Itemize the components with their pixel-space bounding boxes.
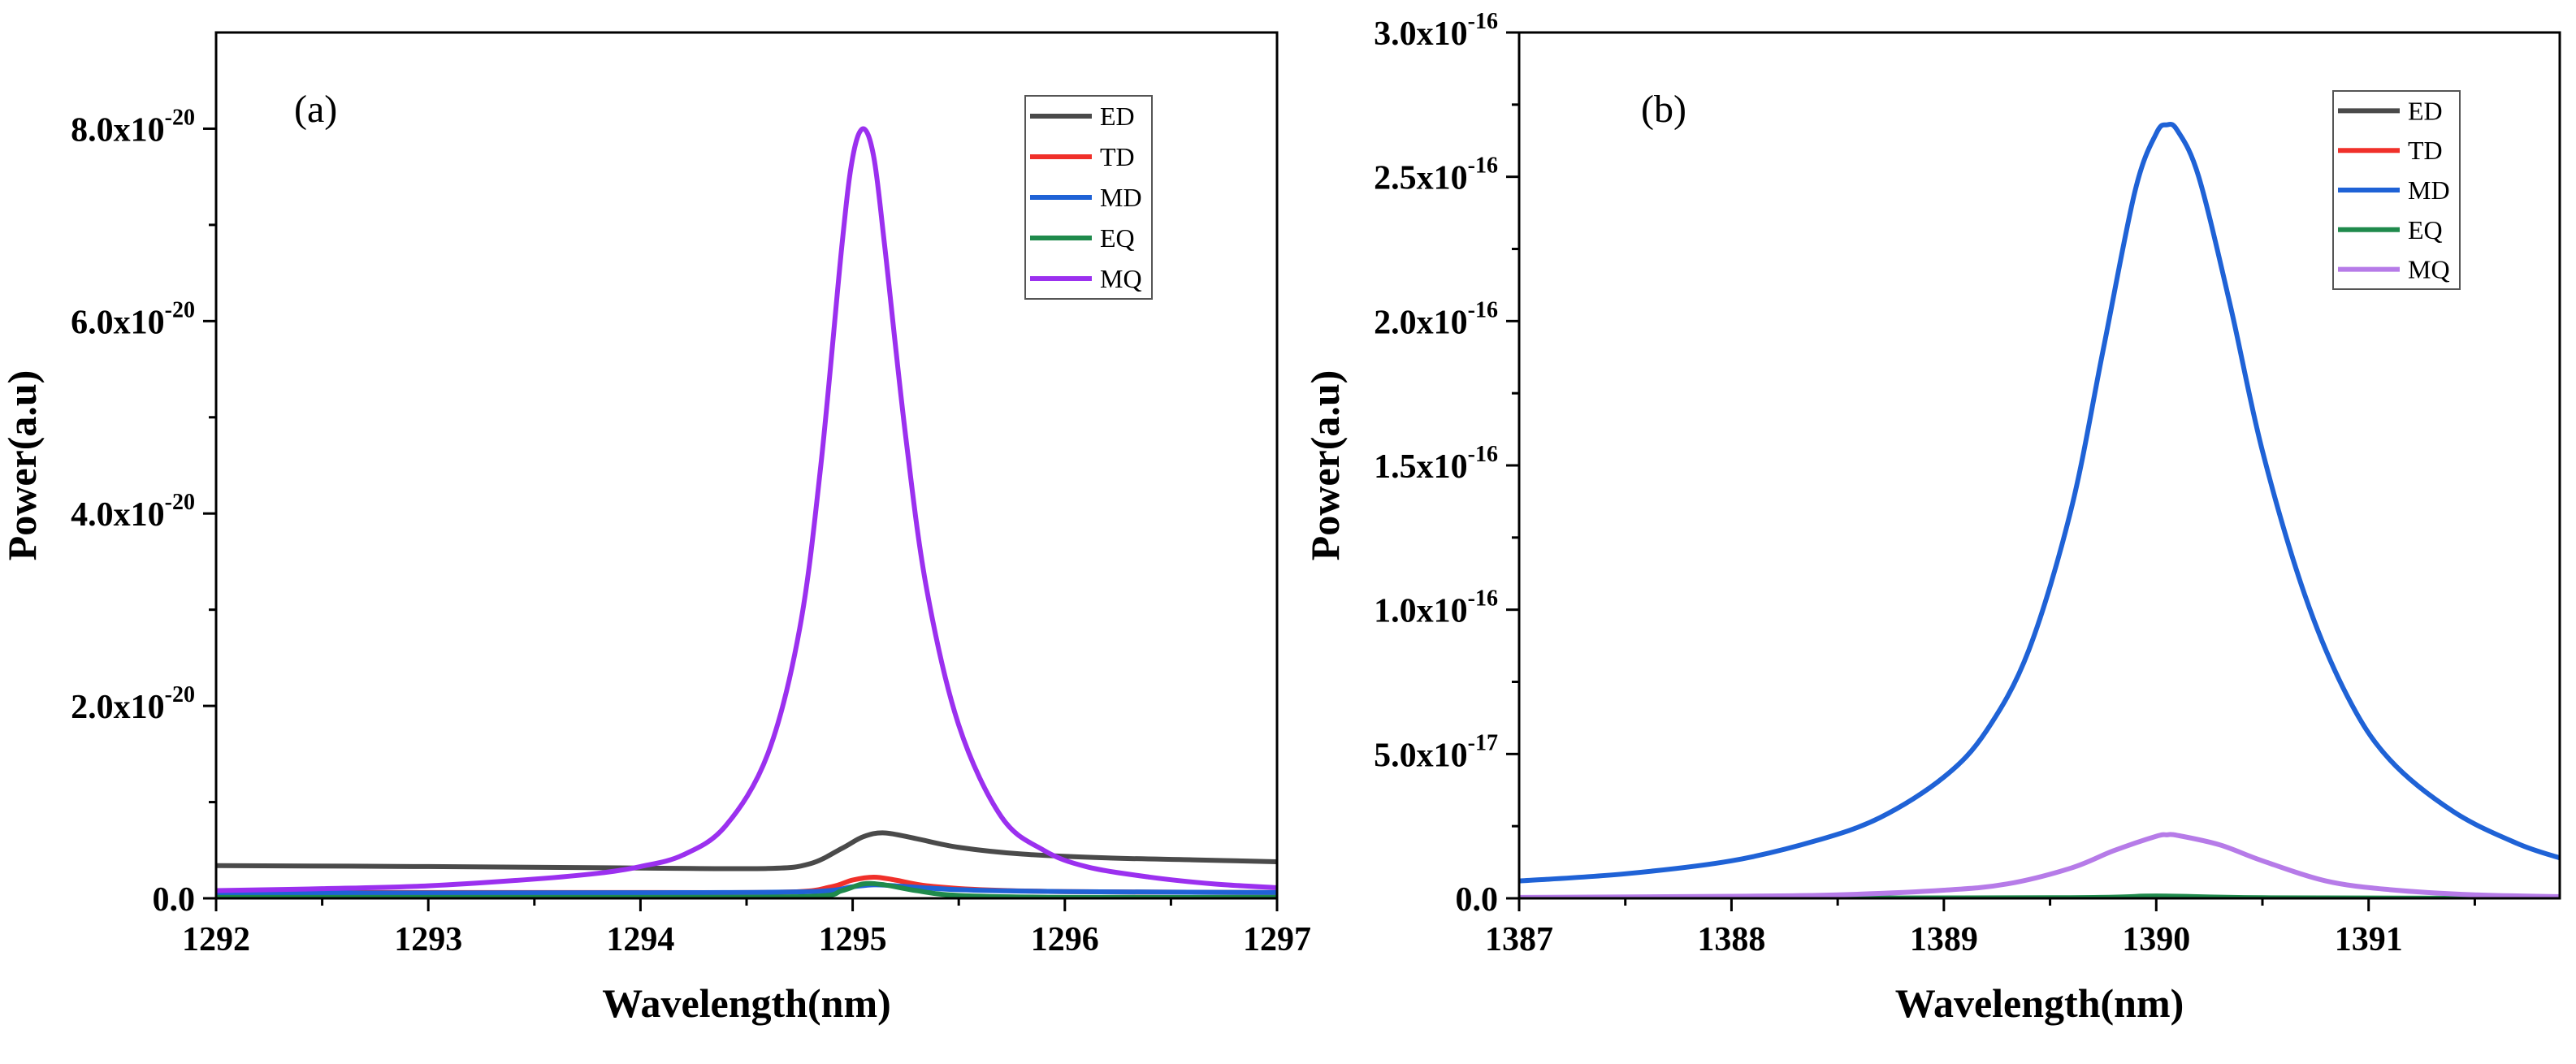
panel-label: (a): [294, 88, 337, 131]
legend-label-td: TD: [1100, 142, 1135, 171]
series-line-ed: [216, 830, 1277, 872]
y-tick-label: 3.0x10-16: [1374, 9, 1498, 53]
legend-label-ed: ED: [1100, 102, 1135, 131]
legend-label-mq: MQ: [1100, 264, 1142, 293]
x-tick-label: 1388: [1697, 921, 1765, 958]
legend-label-md: MD: [2408, 175, 2450, 205]
y-tick-label: 0.0: [153, 881, 196, 919]
x-tick-label: 1387: [1485, 921, 1553, 958]
y-tick-label: 2.0x10-20: [71, 682, 195, 726]
legend-label-eq: EQ: [2408, 215, 2443, 244]
panel-label: (b): [1641, 88, 1686, 131]
x-tick-label: 1293: [394, 921, 462, 958]
x-tick-label: 1294: [606, 921, 674, 958]
legend-label-mq: MQ: [2408, 255, 2450, 284]
panel-a-chart: 1292 1293 1294 1295 1296 1297 0.0 2.0x10-20 4.0x…: [0, 31, 1311, 1026]
legend-label-eq: EQ: [1100, 223, 1135, 253]
y-tick-label: 1.0x10-16: [1374, 586, 1498, 630]
legend-label-td: TD: [2408, 136, 2443, 165]
y-tick-label: 2.0x10-16: [1374, 297, 1498, 341]
series-line-md: [1519, 121, 2560, 884]
legend-label-md: MD: [1100, 183, 1142, 212]
x-tick-label: 1391: [2335, 921, 2403, 958]
y-axis-title: Power(a.u): [1302, 370, 1348, 561]
series-line-mq: [216, 126, 1277, 893]
y-axis-title: Power(a.u): [0, 370, 45, 561]
y-tick-label: 8.0x10-20: [71, 105, 195, 149]
y-tick-label: 0.0: [1456, 881, 1499, 919]
x-axis-title: Wavelength(nm): [1895, 980, 2184, 1026]
y-tick-label: 6.0x10-20: [71, 297, 195, 341]
series-line-mq: [1519, 832, 2560, 898]
legend-label-ed: ED: [2408, 96, 2443, 125]
x-tick-label: 1292: [182, 921, 250, 958]
legend: ED TD MD EQ MQ: [2332, 90, 2461, 290]
y-tick-label: 4.0x10-20: [71, 490, 195, 534]
legend: ED TD MD EQ MQ: [1024, 95, 1153, 300]
x-tick-label: 1297: [1243, 921, 1311, 958]
x-tick-label: 1390: [2122, 921, 2190, 958]
y-tick-label: 2.5x10-16: [1374, 154, 1498, 197]
y-tick-label: 1.5x10-16: [1374, 442, 1498, 486]
x-tick-label: 1295: [819, 921, 887, 958]
y-tick-label: 5.0x10-17: [1374, 730, 1498, 774]
x-tick-label: 1296: [1031, 921, 1099, 958]
panel-b-chart: 1387 1388 1389 1390 1391 0.0 5.0x10-17 1.0x10-1…: [1302, 9, 2561, 1026]
x-axis-title: Wavelength(nm): [602, 980, 891, 1026]
x-tick-label: 1389: [1910, 921, 1978, 958]
